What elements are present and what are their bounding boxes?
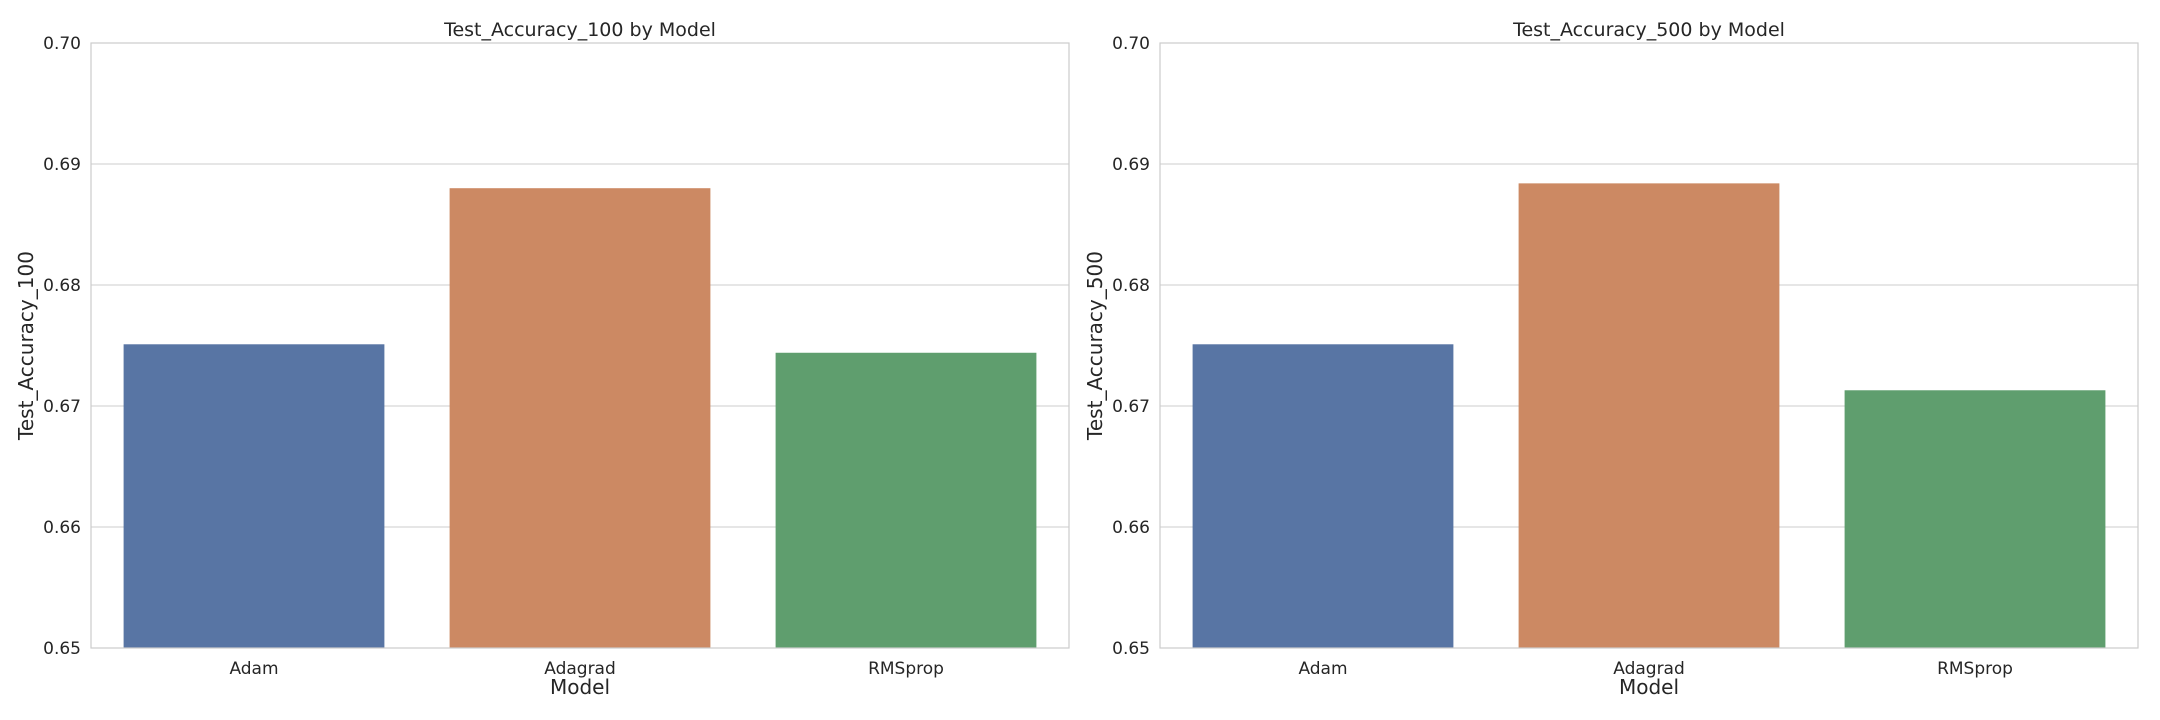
chart-title: Test_Accuracy_100 by Model [443, 19, 716, 41]
x-tick-label: RMSprop [868, 659, 944, 679]
y-tick-label: 0.68 [43, 276, 81, 296]
y-tick-label: 0.65 [1112, 639, 1150, 659]
bar-adam [123, 344, 385, 648]
y-axis-label: Test_Accuracy_100 [14, 251, 38, 441]
x-tick-label: Adagrad [1613, 659, 1685, 679]
x-tick-label: Adagrad [544, 659, 616, 679]
x-tick-label: Adam [1298, 659, 1347, 679]
bar-adagrad [1518, 183, 1780, 649]
y-tick-label: 0.69 [43, 155, 81, 175]
y-axis-label: Test_Accuracy_500 [1083, 251, 1107, 441]
x-tick-label: RMSprop [1937, 659, 2013, 679]
y-tick-label: 0.67 [1112, 397, 1150, 417]
x-axis-label: Model [1619, 675, 1679, 699]
y-tick-label: 0.69 [1112, 155, 1150, 175]
y-tick-label: 0.66 [43, 518, 81, 538]
y-tick-label: 0.66 [1112, 518, 1150, 538]
y-tick-label: 0.70 [43, 34, 81, 54]
chart-title: Test_Accuracy_500 by Model [1512, 19, 1785, 41]
y-tick-label: 0.67 [43, 397, 81, 417]
plot-frame [1159, 42, 2139, 649]
bar-rmsprop [1844, 390, 2106, 648]
y-tick-label: 0.65 [43, 639, 81, 659]
bar-adam [1192, 344, 1454, 648]
y-tick-label: 0.68 [1112, 276, 1150, 296]
x-tick-label: Adam [229, 659, 278, 679]
plot-frame [90, 42, 1070, 649]
y-tick-label: 0.70 [1112, 34, 1150, 54]
bar-adagrad [449, 188, 711, 648]
bar-rmsprop [775, 352, 1037, 648]
chart-panel-1: Adam Adagrad RMSprop 0.65 0.66 0.67 0.68 0.69 0.… [14, 19, 1070, 699]
chart-panel-2: Adam Adagrad RMSprop 0.65 0.66 0.67 0.68 0.69 0.… [1083, 19, 2139, 699]
x-axis-label: Model [550, 675, 610, 699]
